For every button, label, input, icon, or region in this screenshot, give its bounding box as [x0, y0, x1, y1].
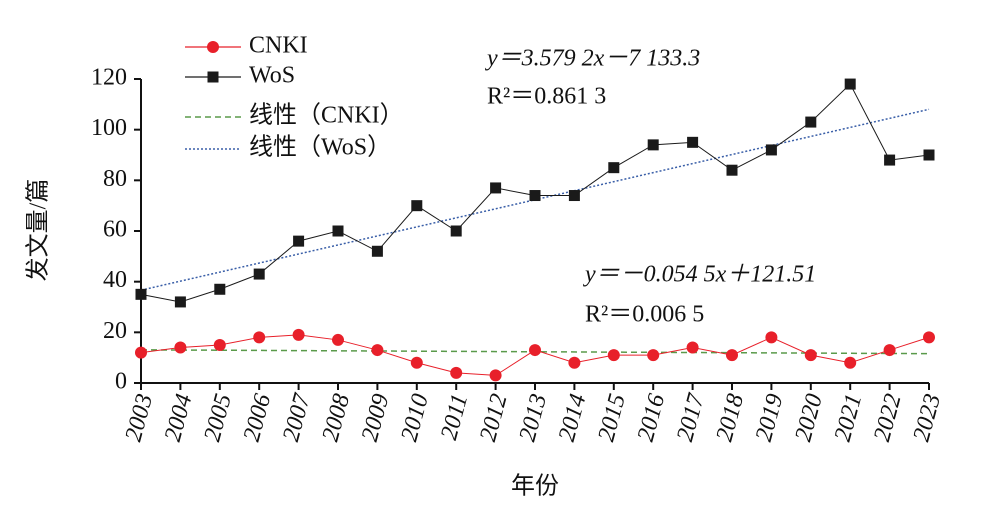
x-tick-label: 2022 — [869, 391, 907, 444]
data-point — [292, 328, 305, 341]
data-point — [489, 369, 502, 382]
data-point — [174, 341, 187, 354]
data-point — [923, 331, 935, 344]
data-point — [884, 154, 896, 166]
data-point — [253, 331, 266, 344]
data-point — [647, 349, 660, 362]
data-point — [726, 349, 738, 362]
data-point — [332, 333, 344, 346]
data-point — [490, 182, 502, 194]
data-point — [726, 164, 738, 176]
x-tick-label: 2020 — [790, 391, 828, 444]
legend-label: WoS — [249, 63, 295, 89]
data-point — [529, 190, 541, 202]
y-tick-label: 80 — [103, 166, 127, 192]
y-tick-label: 60 — [103, 217, 127, 243]
data-point — [450, 366, 463, 379]
legend-label: CNKI — [249, 33, 308, 59]
y-tick-label: 40 — [103, 267, 127, 293]
x-tick-label: 2012 — [475, 391, 513, 444]
x-tick-label: 2019 — [751, 391, 789, 444]
data-point — [411, 200, 423, 212]
x-tick-label: 2010 — [396, 391, 434, 444]
data-point — [293, 235, 305, 247]
data-point — [174, 296, 186, 308]
x-tick-label: 2016 — [633, 391, 671, 444]
x-tick-label: 2018 — [712, 391, 750, 444]
x-tick-label: 2017 — [672, 390, 710, 444]
data-point — [765, 144, 777, 156]
legend-marker — [207, 71, 219, 83]
data-point — [135, 346, 147, 359]
data-point — [371, 344, 384, 357]
legend-label: 线性（CNKI） — [249, 102, 404, 129]
data-point — [214, 283, 226, 295]
legend-label: 线性（WoS） — [249, 134, 391, 161]
legend-marker — [207, 41, 219, 53]
y-tick-label: 120 — [91, 65, 127, 91]
data-point — [844, 356, 857, 369]
data-point — [804, 349, 817, 362]
data-point — [371, 245, 383, 257]
data-point — [607, 349, 620, 362]
data-point — [765, 331, 778, 344]
data-point — [647, 139, 659, 151]
x-tick-label: 2013 — [515, 391, 553, 444]
data-point — [568, 190, 580, 202]
data-point — [686, 341, 699, 354]
x-tick-label: 2014 — [554, 391, 592, 444]
x-tick-label: 2007 — [278, 390, 316, 444]
data-point — [529, 344, 541, 357]
data-point — [568, 356, 581, 369]
x-tick-label: 2004 — [160, 391, 198, 444]
data-point — [410, 356, 423, 369]
annotation: R²＝0.006 5 — [585, 302, 704, 328]
data-point — [923, 149, 935, 161]
x-tick-label: 2023 — [909, 391, 947, 444]
annotation: y＝－0.054 5x＋121.51 — [583, 262, 816, 288]
data-point — [805, 116, 817, 128]
data-point — [332, 225, 344, 237]
data-point — [883, 344, 896, 357]
data-point — [450, 225, 462, 237]
y-tick-label: 20 — [103, 318, 127, 344]
annotation: R²＝0.861 3 — [487, 84, 606, 110]
y-tick-label: 0 — [115, 369, 127, 395]
y-axis-label: 发文量/篇 — [25, 179, 52, 282]
x-tick-label: 2005 — [199, 391, 237, 444]
y-tick-label: 100 — [91, 115, 127, 141]
x-tick-label: 2003 — [121, 391, 159, 444]
data-point — [213, 339, 226, 351]
x-tick-label: 2021 — [830, 391, 868, 444]
x-tick-label: 2008 — [318, 391, 356, 444]
data-point — [608, 162, 620, 174]
annotation: y＝3.579 2x－7 133.3 — [485, 46, 700, 72]
x-tick-label: 2015 — [593, 391, 631, 444]
data-point — [844, 78, 856, 90]
x-tick-label: 2006 — [239, 391, 277, 444]
x-tick-label: 2011 — [436, 391, 473, 442]
data-point — [135, 288, 147, 300]
data-point — [687, 136, 699, 148]
x-axis-label: 年份 — [511, 473, 559, 500]
data-point — [253, 268, 265, 280]
x-tick-label: 2009 — [357, 391, 395, 444]
